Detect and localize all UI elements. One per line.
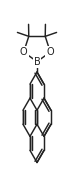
Text: O: O — [20, 47, 28, 57]
Text: B: B — [34, 57, 40, 67]
Text: O: O — [46, 47, 54, 57]
